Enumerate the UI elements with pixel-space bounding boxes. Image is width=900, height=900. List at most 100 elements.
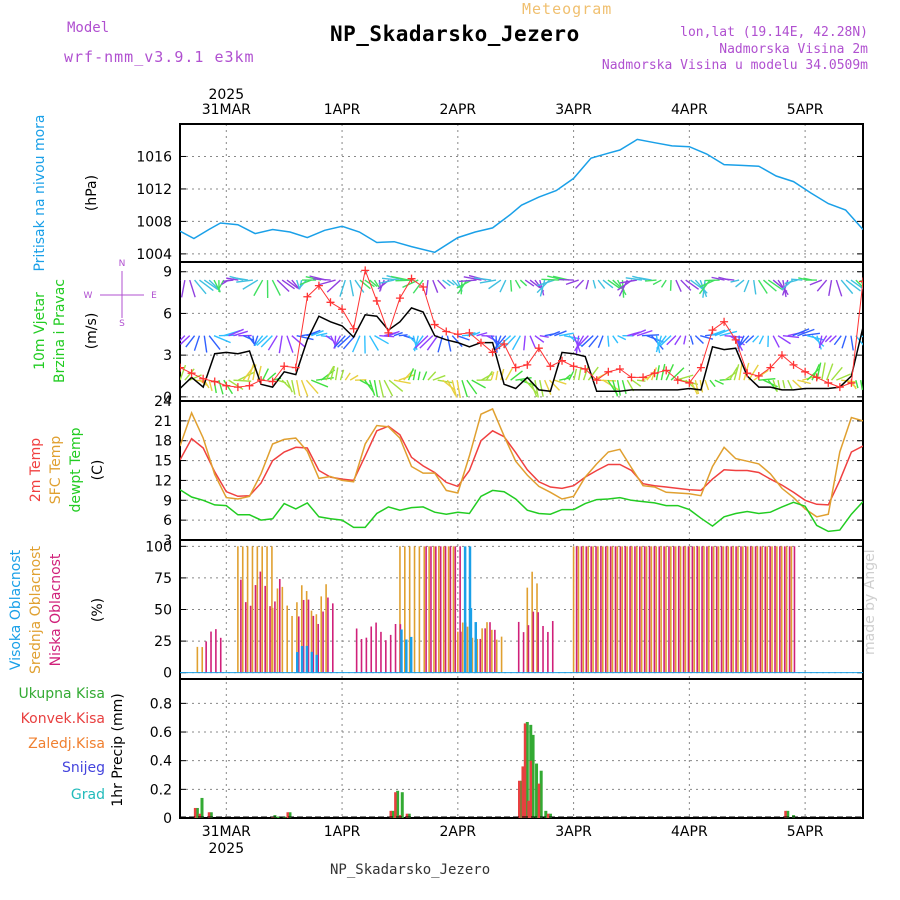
wind-vector-arrow: [660, 363, 666, 381]
wind-vector-arrow: [180, 279, 186, 298]
wind-vector-arrow: [694, 379, 700, 395]
wind-vector-arrow: [728, 366, 738, 381]
wind-gust-marker: [766, 363, 775, 372]
wind-vector-arrow: [529, 335, 536, 348]
wind-vector-arrow: [563, 374, 572, 381]
wind-vector-arrow: [189, 279, 196, 298]
wind-gust-marker: [280, 362, 289, 371]
wind-vector-arrow: [218, 279, 225, 290]
wind-vector-arrow: [325, 335, 334, 342]
wind-vector-arrow: [660, 279, 667, 288]
precip-total-bar: [200, 797, 204, 818]
precip-total-bar: [391, 810, 395, 818]
top-day-label: 2APR: [440, 102, 477, 118]
wind-vector-arrow: [739, 335, 750, 346]
wind-vector-arrow: [825, 363, 834, 381]
wind-vector-arrow: [674, 335, 682, 346]
wind-vector-arrow: [683, 335, 687, 345]
wind-gust-marker: [731, 335, 740, 344]
wind-vector-arrow: [407, 368, 415, 381]
compass-west: W: [84, 291, 93, 301]
wind-vector-arrow: [267, 335, 278, 351]
wind-vector-arrow: [554, 379, 567, 385]
wind-vector-arrow: [286, 279, 299, 289]
wind-gust-marker: [685, 378, 694, 387]
wind-vector-arrow: [798, 277, 808, 281]
wind-vector-arrow: [364, 379, 375, 393]
wind-unit-label: (m/s): [84, 313, 100, 350]
wind-vector-arrow: [670, 367, 685, 381]
wind-vector-arrow: [549, 330, 561, 337]
wind-vector-arrow: [203, 335, 208, 353]
wind-vector-arrow: [850, 335, 854, 351]
wind-gust-marker: [708, 326, 717, 335]
wind-vector-arrow: [505, 368, 513, 381]
wind-vector-arrow: [575, 279, 585, 289]
wind-vector-arrow: [326, 279, 341, 293]
wind-vector-arrow: [523, 335, 526, 351]
wind-gust-marker: [257, 376, 266, 385]
wind-vector-arrow: [797, 328, 815, 337]
wind-vector-arrow: [597, 335, 604, 349]
wind-vector-arrow: [612, 335, 619, 344]
bottom-day-label: 1APR: [324, 824, 361, 840]
footer-station-name: NP_Skadarsko_Jezero: [330, 862, 491, 878]
wind-vector-arrow: [568, 371, 574, 381]
wind-vector-arrow: [700, 334, 714, 340]
wind-vector-arrow: [836, 373, 851, 381]
wind-gust-marker: [419, 283, 428, 292]
wind-vector-arrow: [704, 379, 710, 391]
wind-vector-arrow: [228, 379, 244, 391]
wind-vector-arrow: [419, 335, 434, 349]
wind-vector-arrow: [446, 335, 452, 352]
wind-vector-arrow: [364, 279, 375, 288]
bottom-year-label: 2025: [208, 841, 244, 857]
wind-vector-arrow: [351, 335, 361, 353]
compass-east: E: [151, 291, 157, 301]
wind-vector-arrow: [509, 280, 513, 292]
wind-vector-arrow: [850, 279, 863, 290]
precip-conv-bar: [207, 812, 211, 818]
wind-vector-arrow: [373, 279, 380, 288]
temperature-ytick-label: 6: [163, 513, 172, 529]
wind-vector-arrow: [180, 364, 187, 381]
wind-vector-arrow: [213, 335, 231, 344]
wind-gust-marker: [442, 327, 451, 336]
wind-gust-marker: [180, 363, 184, 372]
wind-gust-marker: [777, 351, 786, 360]
wind-vector-arrow: [223, 379, 234, 395]
wind-vector-arrow: [417, 371, 421, 381]
temp-axis-title-sfc: SFC Temp: [48, 436, 64, 505]
lonlat-info: lon,lat (19.14E, 42.28N): [680, 25, 868, 40]
wind-vector-arrow: [541, 278, 560, 281]
wind-vector-arrow: [325, 365, 335, 381]
wind-vector-arrow: [318, 279, 336, 286]
wind-vector-arrow: [841, 335, 847, 349]
wind-vector-arrow: [860, 279, 863, 287]
wind-vector-arrow: [554, 330, 567, 337]
precip-conv-bar: [521, 766, 524, 818]
wind-series-wind_mean: [180, 307, 863, 393]
temp-unit-label: (C): [90, 460, 106, 481]
wind-vector-arrow: [479, 279, 497, 284]
precip-total-bar: [396, 790, 400, 818]
wind-vector-arrow: [753, 279, 757, 295]
wind-vector-arrow: [743, 279, 750, 293]
wind-vector-arrow: [753, 369, 769, 381]
wind-vector-arrow: [184, 368, 195, 381]
wind-vector-arrow: [585, 279, 590, 290]
wind-vector-arrow: [619, 279, 638, 284]
wind-gust-marker: [500, 340, 509, 349]
temperature-ytick-label: 12: [154, 473, 172, 489]
wind-vector-arrow: [339, 369, 345, 381]
wind-vector-arrow: [493, 335, 502, 353]
wind-vector-arrow: [529, 279, 541, 289]
wind-gust-line: [180, 268, 863, 388]
wind-gust-marker: [847, 378, 856, 387]
wind-vector-arrow: [354, 279, 365, 293]
wind-vector-arrow: [476, 332, 488, 337]
wind-vector-arrow: [379, 334, 395, 338]
temp-axis-title-2m: 2m Temp: [28, 438, 44, 502]
clouds-ytick-label: 25: [154, 634, 172, 650]
wind-gust-marker: [859, 277, 863, 286]
